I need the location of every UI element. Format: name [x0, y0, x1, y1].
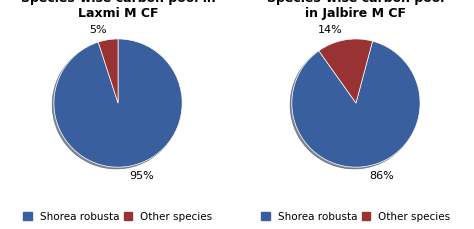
Legend: Shorea robusta, Other species: Shorea robusta, Other species [260, 211, 452, 223]
Text: 86%: 86% [369, 171, 394, 181]
Wedge shape [98, 39, 118, 103]
Wedge shape [319, 39, 373, 103]
Text: 95%: 95% [129, 171, 155, 181]
Text: 14%: 14% [318, 25, 343, 35]
Wedge shape [54, 39, 182, 167]
Wedge shape [292, 41, 420, 167]
Legend: Shorea robusta, Other species: Shorea robusta, Other species [22, 211, 214, 223]
Title: Species-wise carbon pool in
Laxmi M CF: Species-wise carbon pool in Laxmi M CF [21, 0, 215, 20]
Text: 5%: 5% [89, 25, 107, 35]
Title: Species-wise carbon pool
in Jalbire M CF: Species-wise carbon pool in Jalbire M CF [267, 0, 445, 20]
